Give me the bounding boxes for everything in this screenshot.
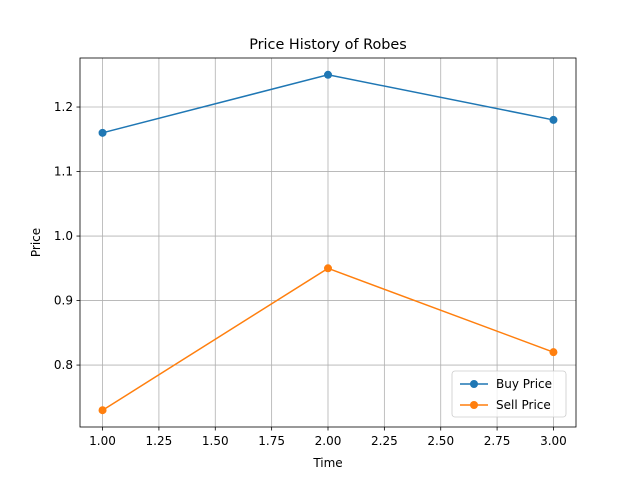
chart-title: Price History of Robes — [249, 37, 407, 53]
x-tick-label: 2.75 — [484, 434, 511, 448]
legend-marker — [470, 380, 478, 388]
series-layer — [98, 70, 558, 415]
x-tick-label: 2.50 — [427, 434, 454, 448]
legend: Buy Price Sell Price — [451, 370, 567, 418]
data-point — [324, 70, 332, 79]
data-point — [98, 128, 107, 137]
x-tick-label: 1.75 — [258, 434, 285, 448]
data-point — [324, 264, 332, 273]
data-point — [98, 406, 107, 415]
data-point — [549, 115, 558, 124]
legend-marker — [470, 401, 478, 409]
x-tick-label: 1.25 — [146, 434, 173, 448]
legend-label: Sell Price — [496, 398, 551, 412]
y-axis-label: Price — [29, 228, 43, 257]
y-tick-label: 1.1 — [54, 165, 73, 179]
y-tick-label: 1.2 — [54, 100, 73, 114]
legend-label: Buy Price — [496, 377, 552, 391]
y-axis-ticks: 0.8 0.9 1.0 1.1 1.2 — [54, 100, 80, 372]
x-tick-label: 1.00 — [89, 434, 116, 448]
data-point — [549, 348, 558, 357]
x-axis-ticks: 1.00 1.25 1.50 1.75 2.00 2.25 2.50 2.75 3.00 — [89, 427, 567, 448]
x-tick-label: 2.00 — [315, 434, 342, 448]
x-tick-label: 3.00 — [540, 434, 567, 448]
y-tick-label: 1.0 — [54, 229, 73, 243]
x-tick-label: 1.50 — [202, 434, 229, 448]
y-tick-label: 0.8 — [54, 358, 73, 372]
y-tick-label: 0.9 — [54, 294, 73, 308]
x-tick-label: 2.25 — [371, 434, 398, 448]
x-axis-label: Time — [312, 456, 342, 470]
